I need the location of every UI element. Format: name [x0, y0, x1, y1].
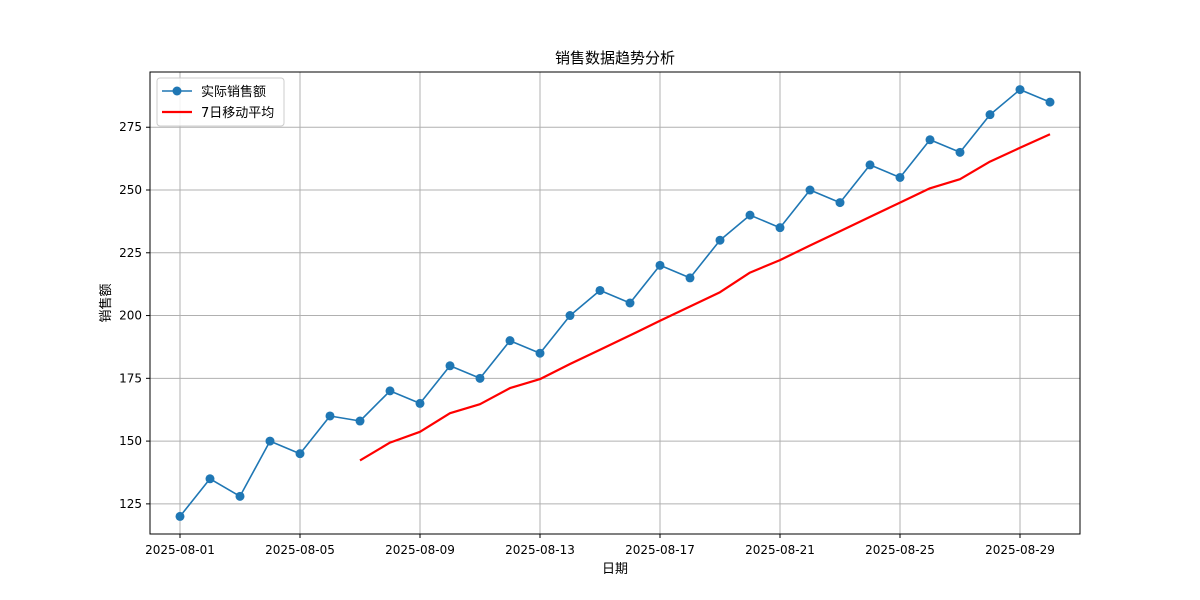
data-point: [775, 223, 785, 233]
data-point: [445, 361, 455, 371]
y-tick-label: 275: [119, 120, 142, 134]
x-tick-label: 2025-08-21: [745, 543, 815, 557]
legend-box: [156, 77, 285, 127]
data-point: [745, 210, 755, 220]
series-line-moving-average: [359, 133, 1051, 462]
data-point: [385, 386, 395, 396]
data-point: [685, 273, 695, 283]
x-tick-label: 2025-08-05: [265, 543, 335, 557]
y-tick-label: 200: [119, 309, 142, 323]
data-point: [415, 398, 425, 408]
x-tick-label: 2025-08-29: [985, 543, 1055, 557]
chart-title: 销售数据趋势分析: [555, 49, 675, 67]
data-point: [715, 235, 725, 245]
data-point: [565, 311, 575, 321]
data-point: [895, 172, 905, 182]
data-point: [805, 185, 815, 195]
x-axis-ticks: 2025-08-01 2025-08-05 2025-08-09 2025-08-13…: [145, 534, 1055, 557]
x-tick-label: 2025-08-17: [625, 543, 695, 557]
y-axis-ticks: 125 150 175 200 225 250 275: [119, 120, 150, 511]
series-line-actual: [179, 88, 1051, 517]
data-point: [265, 436, 275, 446]
y-tick-label: 125: [119, 497, 142, 511]
data-point: [205, 474, 215, 484]
y-tick-label: 150: [119, 434, 142, 448]
data-point: [505, 336, 515, 346]
legend: 实际销售额 7日移动平均: [156, 77, 285, 127]
data-point: [835, 198, 845, 208]
data-point: [475, 373, 485, 383]
x-axis-label: 日期: [602, 562, 628, 577]
data-point: [865, 160, 875, 170]
legend-label: 7日移动平均: [201, 106, 274, 121]
legend-marker: [172, 86, 182, 96]
data-point: [1015, 85, 1025, 95]
plot-area: [149, 71, 1081, 535]
y-tick-label: 250: [119, 183, 142, 197]
data-point: [325, 411, 335, 421]
data-point: [355, 416, 365, 426]
data-point: [625, 298, 635, 308]
data-point: [175, 511, 185, 521]
legend-label: 实际销售额: [201, 84, 266, 100]
series-layer: [175, 85, 1055, 521]
data-point: [535, 348, 545, 358]
data-point: [235, 491, 245, 501]
data-point: [595, 285, 605, 295]
x-tick-label: 2025-08-13: [505, 543, 575, 557]
x-tick-label: 2025-08-25: [865, 543, 935, 557]
y-axis-label: 销售额: [98, 283, 114, 322]
data-point: [295, 449, 305, 459]
data-point: [955, 147, 965, 157]
data-point: [985, 110, 995, 120]
data-point: [925, 135, 935, 145]
y-tick-label: 225: [119, 246, 142, 260]
plot-frame: [149, 71, 1081, 535]
x-tick-label: 2025-08-01: [145, 543, 215, 557]
data-point: [1045, 97, 1055, 107]
data-point: [655, 260, 665, 270]
x-tick-label: 2025-08-09: [385, 543, 455, 557]
y-tick-label: 175: [119, 371, 142, 385]
